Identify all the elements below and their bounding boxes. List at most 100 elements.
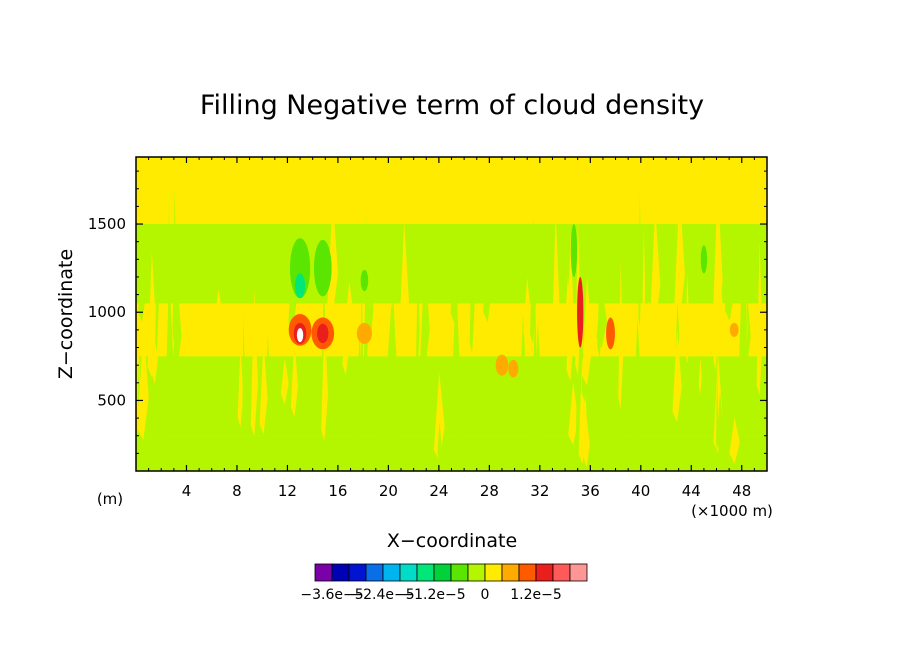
field-streak-23 — [698, 357, 702, 396]
field-streak-66 — [644, 300, 652, 354]
x-tick-label-6: 28 — [480, 482, 499, 500]
field-streak-34 — [713, 316, 718, 371]
plot-area — [135, 156, 768, 472]
x-axis: 4 8 12 16 20 24 28 32 36 40 44 48 — [148, 157, 755, 500]
field-streak-33 — [327, 199, 339, 315]
field-streak-26 — [264, 332, 272, 465]
field-streak-15 — [290, 339, 299, 418]
field-streak-29 — [674, 189, 685, 322]
colorbar-swatch-7 — [433, 563, 452, 582]
field-feature-12 — [295, 273, 306, 299]
colorbar-label-1: −2.4e−5 — [351, 587, 414, 603]
field-streak-65 — [575, 339, 580, 455]
field-streak-62 — [345, 282, 354, 334]
colorbar-swatch-6 — [416, 563, 435, 582]
field-streak-47 — [716, 390, 724, 454]
field-band-2 — [136, 356, 767, 436]
field-streak-54 — [551, 210, 560, 358]
field-streak-53 — [389, 287, 397, 395]
plot-content — [136, 157, 767, 471]
colorbar-swatch-4 — [382, 563, 401, 582]
y-axis-label: Z−coordinate — [55, 249, 77, 379]
field-streak-37 — [451, 285, 461, 416]
field-feature-9 — [577, 276, 584, 348]
y-tick-label-1: 1000 — [88, 303, 126, 321]
field-streak-3 — [578, 342, 587, 465]
colorbar-label-2: −1.2e−5 — [402, 587, 465, 603]
field-feature-4 — [317, 323, 329, 344]
colorbar-label-4: 1.2e−5 — [510, 587, 562, 603]
field-streak-35 — [483, 226, 493, 323]
colorbar-swatch-2 — [348, 563, 367, 582]
field-streak-46 — [172, 187, 177, 345]
field-streak-64 — [568, 382, 579, 446]
x-unit-right: (×1000 m) — [691, 502, 773, 520]
x-tick-label-5: 24 — [429, 482, 448, 500]
field-streak-55 — [756, 240, 763, 396]
colorbar-swatch-14 — [552, 563, 571, 582]
field-streak-27 — [583, 416, 590, 468]
field-streak-39 — [280, 358, 289, 405]
field-streak-12 — [342, 309, 350, 376]
field-streak-88 — [155, 222, 159, 353]
field-streak-83 — [376, 408, 384, 454]
x-tick-label-7: 32 — [530, 482, 549, 500]
field-streak-67 — [581, 276, 593, 386]
field-streak-87 — [137, 323, 149, 441]
field-feature-14 — [360, 269, 369, 292]
colorbar-label-0: −3.6e−5 — [300, 587, 363, 603]
colorbar-swatch-0 — [314, 563, 333, 582]
field-streak-22 — [567, 266, 572, 333]
field-streak-49 — [433, 372, 445, 461]
field-streak-40 — [650, 207, 661, 329]
colorbar: −3.6e−5−2.4e−5−1.2e−5 0 1.2e−5 — [300, 563, 588, 603]
field-streak-81 — [738, 240, 748, 377]
field-feature-16 — [700, 245, 708, 274]
field-streak-16 — [632, 316, 643, 456]
field-streak-69 — [520, 312, 525, 381]
colorbar-label-3: 0 — [481, 587, 490, 603]
field-streak-85 — [167, 195, 170, 341]
field-streak-63 — [716, 365, 719, 452]
field-streak-76 — [724, 249, 735, 321]
field-streak-77 — [151, 329, 158, 384]
x-tick-label-2: 12 — [278, 482, 297, 500]
field-band-0 — [136, 224, 767, 304]
field-feature-5 — [356, 322, 372, 344]
colorbar-swatch-15 — [569, 563, 588, 582]
colorbar-swatch-3 — [365, 563, 384, 582]
field-streak-13 — [420, 256, 430, 372]
field-streak-20 — [614, 403, 619, 471]
y-axis: 500 1000 1500 — [88, 170, 767, 454]
x-tick-label-0: 4 — [182, 482, 192, 500]
field-streak-36 — [416, 266, 420, 368]
field-streak-44 — [259, 340, 268, 435]
y-tick-label-2: 1500 — [88, 215, 126, 233]
field-streak-48 — [242, 312, 245, 430]
field-streak-8 — [591, 392, 602, 464]
field-streak-75 — [729, 417, 740, 464]
field-feature-2 — [296, 328, 304, 343]
field-streak-14 — [450, 237, 459, 324]
field-streak-57 — [596, 285, 607, 348]
colorbar-swatch-13 — [535, 563, 554, 582]
field-feature-10 — [729, 322, 739, 337]
x-unit-left: (m) — [97, 490, 123, 508]
field-streak-72 — [642, 227, 646, 327]
field-feature-15 — [570, 224, 578, 277]
colorbar-swatch-8 — [450, 563, 469, 582]
field-streak-73 — [399, 220, 409, 348]
field-streak-84 — [356, 324, 363, 441]
field-streak-70 — [523, 277, 532, 344]
field-streak-30 — [288, 246, 297, 333]
colorbar-swatch-11 — [501, 563, 520, 582]
field-streak-78 — [437, 421, 442, 465]
field-streak-60 — [685, 273, 690, 364]
field-streak-71 — [165, 273, 174, 409]
field-streak-43 — [138, 261, 146, 323]
chart-title: Filling Negative term of cloud density — [200, 90, 704, 121]
field-streak-89 — [672, 328, 682, 423]
field-streak-61 — [250, 287, 258, 437]
colorbar-swatch-1 — [331, 563, 350, 582]
